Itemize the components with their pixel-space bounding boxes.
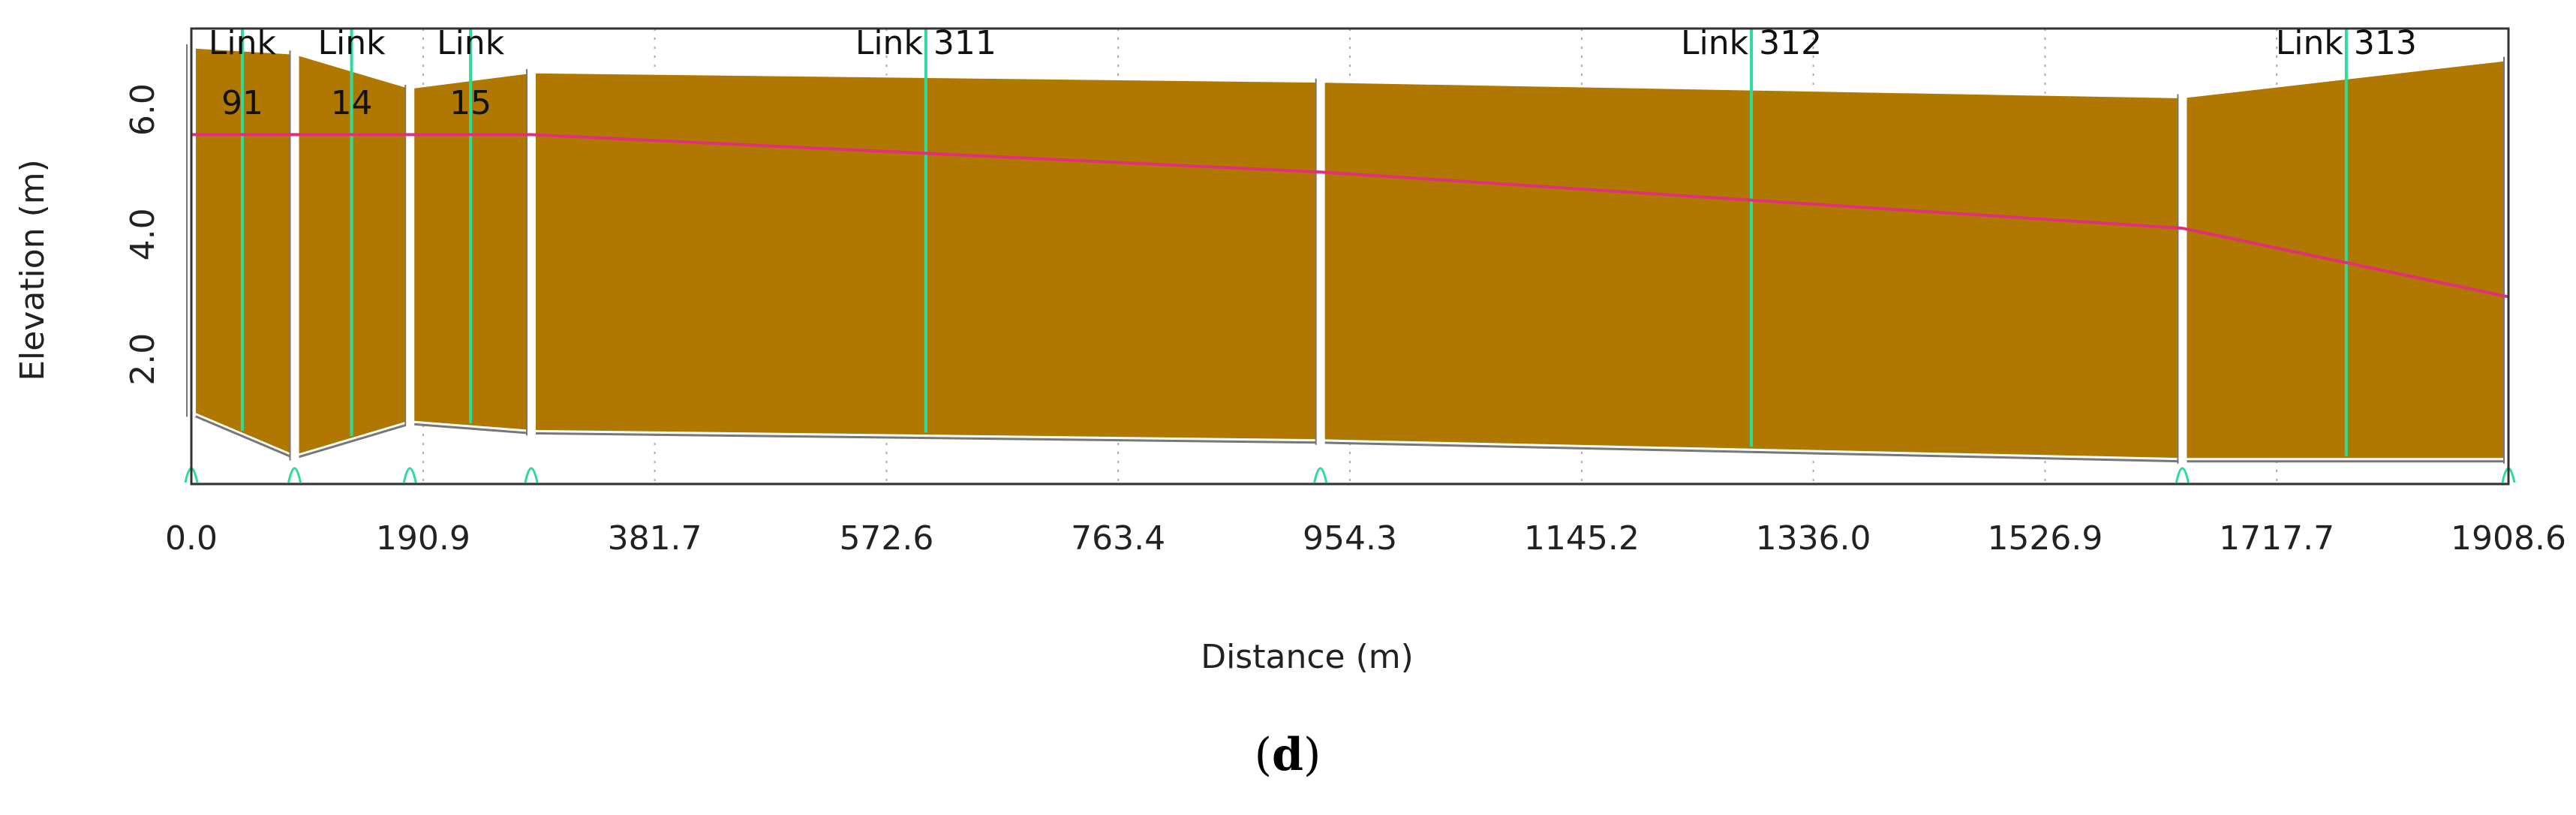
link-label-line2: 14	[331, 84, 373, 122]
y-tick-labels: 2.0 4.0 6.0	[124, 83, 162, 386]
x-tick-labels: 0.0 190.9 381.7 572.6 763.4 954.3 1145.2 1336.0…	[165, 519, 2566, 558]
y-tick-label: 2.0	[124, 333, 162, 386]
x-tick-label: 572.6	[839, 519, 933, 558]
caption-open-paren: (	[1255, 729, 1272, 781]
conduit-bottom-line	[410, 423, 532, 435]
link-label-line1: Link 311	[855, 24, 996, 62]
node-bottom-marker	[2175, 467, 2190, 483]
water-level-layer	[191, 133, 2509, 299]
conduit-bottom-line	[294, 423, 410, 460]
x-tick-label: 763.4	[1071, 519, 1165, 558]
plot-frame	[190, 27, 2510, 486]
caption-letter: d	[1272, 729, 1303, 781]
water-level-line	[191, 133, 2509, 299]
conduit-profile	[190, 46, 2510, 463]
x-axis-title: Distance (m)	[1201, 638, 1414, 676]
y-tick-label: 6.0	[124, 83, 162, 136]
link-markers	[240, 29, 2348, 456]
x-tick-label: 190.9	[376, 519, 470, 558]
x-tick-label: 1526.9	[1987, 519, 2103, 558]
link-label-line2: 91	[221, 84, 263, 122]
x-tick-label: 1336.0	[1756, 519, 1871, 558]
link-label-line1: Link 312	[1681, 24, 1822, 62]
link-label-line1: Link	[209, 24, 277, 62]
node-bottom-marker	[402, 467, 417, 483]
figure-caption: (d)	[1255, 729, 1321, 781]
y-tick-label: 4.0	[124, 208, 162, 260]
link-labels: Link 91 Link 14 Link 15 Link 311 Link 312 Link 3…	[209, 24, 2417, 122]
x-tick-label: 1145.2	[1524, 519, 1640, 558]
link-label-line1: Link	[318, 24, 386, 62]
conduit-bottom-line	[531, 432, 1321, 444]
y-axis-title: Elevation (m)	[14, 159, 52, 381]
x-tick-label: 0.0	[165, 519, 218, 558]
x-tick-label: 954.3	[1303, 519, 1397, 558]
node-bottom-marker	[524, 467, 539, 483]
x-tick-label: 1717.7	[2219, 519, 2334, 558]
link-label-line1: Link	[437, 24, 505, 62]
x-tick-label: 381.7	[608, 519, 702, 558]
node-bottom-marker	[287, 467, 302, 483]
x-tick-label: 1908.6	[2451, 519, 2566, 558]
caption-close-paren: )	[1303, 729, 1321, 781]
link-label-line2: 15	[449, 84, 491, 122]
conduit-bottom-line	[1320, 441, 2183, 463]
link-label-line1: Link 313	[2276, 24, 2417, 62]
conduit-bottom-line	[191, 413, 296, 459]
node-bottom-marker	[1313, 467, 1328, 483]
